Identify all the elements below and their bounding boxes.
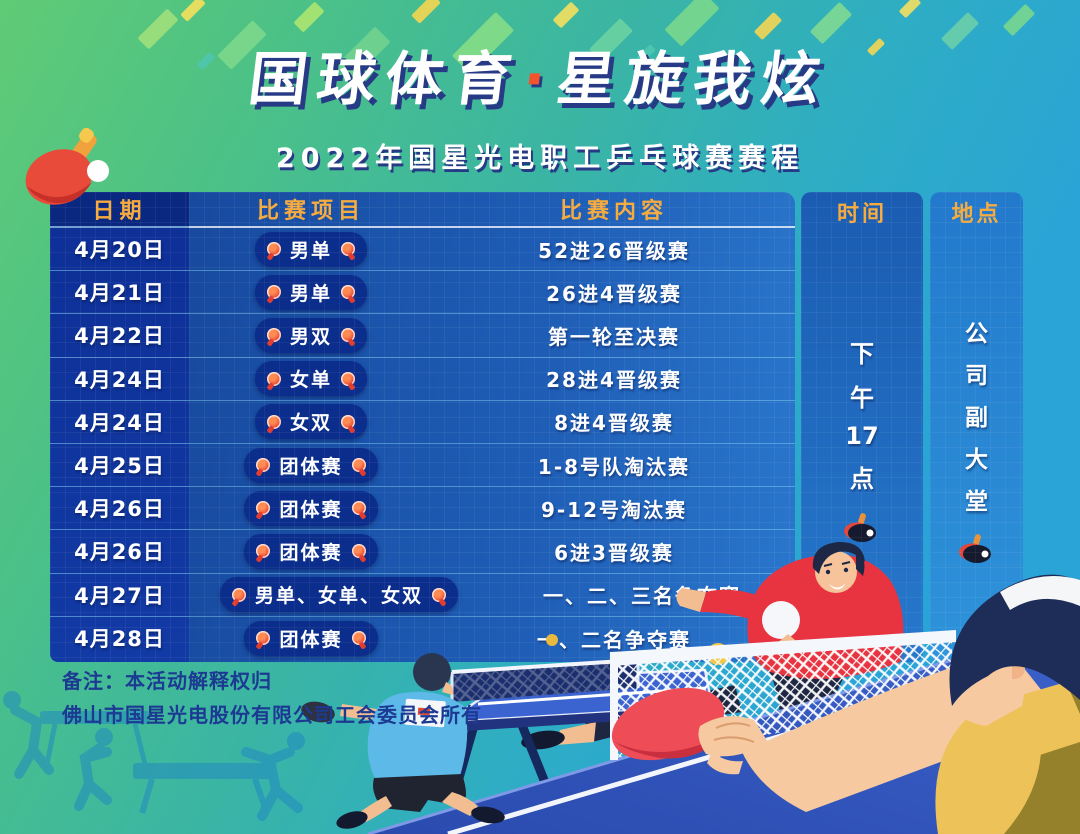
foreground-hand-and-paddle [611,648,1062,812]
match-content: 28进4晋级赛 [546,368,682,393]
date-cell: 4月24日 [50,358,189,401]
match-content: 一、二、三名争夺赛 [543,584,741,609]
paddle-icon [341,414,355,429]
page-subtitle: 2022年国星光电职工乒乓球赛赛程 [275,143,805,174]
footnote-line2: 佛山市国星光电股份有限公司工会委员会所有 [62,703,482,727]
paddle-icon [351,544,366,559]
footnote-line1: 备注：本活动解释权归 [62,669,272,693]
paddle-icon [266,328,281,343]
match-content: 6进3晋级赛 [554,540,674,565]
date-cell: 4月25日 [50,444,189,488]
event-badge: 女双 [254,404,367,440]
paddle-icon [266,414,281,429]
paddle-icon [256,458,271,473]
date-cell: 4月28日 [74,627,165,652]
table-row: 女单 28进4晋级赛 [189,358,795,401]
event-badge: 团体赛 [244,490,378,526]
footnote: 备注：本活动解释权归 佛山市国星光电股份有限公司工会委员会所有 [62,664,482,732]
event-label: 团体赛 [279,498,343,521]
date-column: 日期 4月20日 4月21日 4月22日 4月24日 4月24日 4月25日 4… [50,192,189,662]
time-header: 时间 [836,202,887,227]
event-badge: 男单 [254,231,367,267]
event-badge: 男单、女单、女双 [219,577,458,613]
table-row: 团体赛 6进3晋级赛 [189,530,795,574]
event-label: 男单 [289,282,332,305]
paddle-icon [341,242,355,257]
paddle-ball-icon [957,532,997,566]
match-content: 52进26晋级赛 [538,238,690,263]
date-cell: 4月26日 [50,530,189,574]
event-badge: 男双 [254,317,367,353]
paddle-icon [341,328,355,343]
event-label: 团体赛 [279,628,343,651]
table-row: 男单 26进4晋级赛 [189,271,795,315]
paddle-and-ball-icon [14,127,126,214]
event-badge: 团体赛 [244,447,378,483]
match-content: 一、二名争夺赛 [537,627,691,652]
time-column: 时间 下 午 17 点 [801,192,923,662]
event-label: 女双 [289,412,332,435]
title-part1: 国球体育 [245,45,526,113]
event-label: 女单 [289,369,332,392]
paddle-icon [266,371,281,386]
paddle-icon [266,285,281,300]
time-value: 下 午 17 点 [801,334,923,545]
table-row: 男双 第一轮至决赛 [189,314,795,358]
paddle-ball-icon [842,511,882,545]
table-row: 男单、女单、女双 一、二、三名争夺赛 [189,574,795,617]
location-column: 地点 公 司 副 大 堂 [930,192,1023,662]
red-player-leg [521,685,742,750]
date-cell: 4月27日 [50,574,189,617]
content-header: 比赛内容 [559,199,668,224]
table-row: 团体赛 1-8号队淘汰赛 [189,444,795,488]
paddle-icon [351,501,366,516]
match-content: 第一轮至决赛 [548,324,680,349]
event-badge: 女单 [254,361,367,397]
event-label: 团体赛 [279,455,343,478]
paddle-icon [432,587,446,602]
date-cell: 4月20日 [50,228,189,272]
event-badge: 团体赛 [244,620,378,656]
date-cell: 4月22日 [50,314,189,358]
table-row: 女双 8进4晋级赛 [189,401,795,444]
date-cell: 4月21日 [50,271,189,315]
event-badge: 团体赛 [244,533,378,569]
event-header: 比赛项目 [256,199,365,224]
match-content: 9-12号淘汰赛 [540,497,688,522]
event-label: 团体赛 [279,541,343,564]
paddle-icon [341,285,355,300]
event-label: 男单 [289,239,332,262]
paddle-icon [351,631,366,646]
table-header-row: 比赛项目 比赛内容 [189,192,795,228]
match-content: 1-8号队淘汰赛 [537,454,691,479]
table-row: 男单 52进26晋级赛 [189,228,795,272]
match-content: 26进4晋级赛 [546,281,682,306]
paddle-icon [256,631,271,646]
date-cell: 4月26日 [50,487,189,531]
location-header: 地点 [951,202,1002,227]
schedule-table: 比赛项目 比赛内容 男单 52进26晋级赛 男单 26进4晋级赛 男双 第一轮至… [189,192,795,662]
table-row: 团体赛 一、二名争夺赛 [189,617,795,660]
page-title: 国球体育·星旋我炫 [0,32,1080,116]
event-label: 男双 [289,325,332,348]
table-tennis-table [442,658,720,797]
table-row: 团体赛 9-12号淘汰赛 [189,487,795,531]
paddle-icon [351,458,366,473]
paddle-icon [341,371,355,386]
match-content: 8进4晋级赛 [554,411,674,436]
date-cell: 4月24日 [50,401,189,444]
event-badge: 男单 [254,274,367,310]
paddle-icon [256,501,271,516]
title-part2: 星旋我炫 [553,45,834,113]
paddle-icon [266,242,281,257]
paddle-icon [256,544,271,559]
paddle-icon [231,587,246,602]
event-label: 男单、女单、女双 [254,585,423,608]
location-value: 公 司 副 大 堂 [930,314,1023,566]
